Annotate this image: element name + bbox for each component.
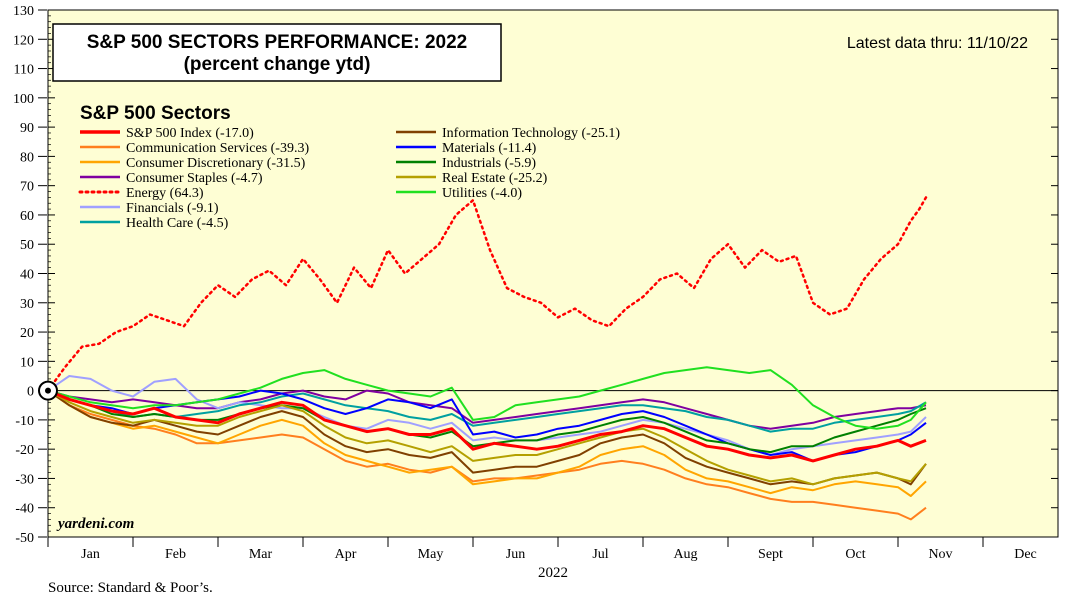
y-tick-label: -10 bbox=[15, 414, 34, 429]
legend-label-8: Materials (-11.4) bbox=[442, 141, 537, 156]
chart-title: S&P 500 SECTORS PERFORMANCE: 2022 bbox=[87, 32, 467, 53]
y-tick-label: 20 bbox=[20, 326, 34, 341]
y-tick-label: -40 bbox=[15, 502, 34, 517]
chart-subtitle: (percent change ytd) bbox=[184, 54, 371, 75]
series-line-1 bbox=[47, 389, 927, 521]
x-axis-year-label: 2022 bbox=[538, 565, 568, 581]
series-lines bbox=[46, 196, 928, 521]
x-tick-label: Nov bbox=[928, 547, 952, 562]
x-tick-label: Jan bbox=[81, 547, 100, 562]
y-tick-label: 50 bbox=[20, 238, 34, 253]
legend: S&P 500 Index (-17.0)Communication Servi… bbox=[78, 126, 620, 231]
series-line-6 bbox=[47, 389, 927, 433]
series-line-11 bbox=[47, 366, 927, 430]
y-tick-label: 40 bbox=[20, 268, 34, 283]
legend-label-3: Consumer Staples (-4.7) bbox=[126, 171, 263, 186]
y-tick-label: 110 bbox=[14, 63, 34, 78]
series-line-0 bbox=[47, 389, 927, 463]
y-tick-label: 30 bbox=[20, 297, 34, 312]
legend-label-0: S&P 500 Index (-17.0) bbox=[126, 126, 254, 141]
watermark: yardeni.com bbox=[56, 516, 134, 532]
y-tick-label: -30 bbox=[15, 472, 34, 487]
series-line-3 bbox=[47, 389, 927, 430]
y-axis: -50 -40 -30 -20 -10 0 10 20 30 40 50 60 70 80 90 100 110… bbox=[13, 4, 1058, 546]
legend-label-9: Industrials (-5.9) bbox=[442, 156, 536, 171]
legend-label-7: Information Technology (-25.1) bbox=[442, 126, 620, 141]
x-tick-label: Jul bbox=[592, 547, 608, 562]
plot-background bbox=[47, 9, 1059, 538]
legend-label-11: Utilities (-4.0) bbox=[442, 186, 522, 201]
x-tick-label: Aug bbox=[673, 547, 697, 562]
legend-label-4: Energy (64.3) bbox=[126, 186, 204, 201]
x-tick-label: Feb bbox=[165, 547, 186, 562]
series-line-7 bbox=[47, 389, 927, 486]
y-tick-label: 10 bbox=[20, 355, 34, 370]
legend-label-5: Financials (-9.1) bbox=[126, 201, 219, 216]
title-box bbox=[52, 23, 502, 82]
y-tick-label: 0 bbox=[27, 385, 34, 400]
x-tick-label: Dec bbox=[1014, 547, 1037, 562]
y-tick-label: 70 bbox=[20, 180, 34, 195]
latest-data-note: Latest data thru: 11/10/22 bbox=[847, 35, 1028, 52]
x-tick-label: Jun bbox=[506, 547, 525, 562]
y-tick-label: -50 bbox=[15, 531, 34, 546]
origin-marker-dot bbox=[45, 387, 51, 394]
legend-label-6: Health Care (-4.5) bbox=[126, 216, 229, 231]
x-axis: Jan Feb Mar Apr May Jun Jul Aug Sept Oct Nov Dec bbox=[47, 537, 1037, 562]
x-tick-label: Oct bbox=[845, 547, 865, 562]
y-tick-label: 130 bbox=[13, 4, 34, 19]
y-tick-label: 100 bbox=[13, 92, 34, 107]
source-note: Source: Standard & Poor’s. bbox=[48, 580, 213, 596]
y-tick-label: 80 bbox=[20, 150, 34, 165]
legend-label-10: Real Estate (-25.2) bbox=[442, 171, 548, 186]
x-tick-label: Apr bbox=[335, 547, 357, 562]
x-tick-label: Mar bbox=[249, 547, 273, 562]
series-line-10 bbox=[47, 389, 927, 486]
x-tick-label: Sept bbox=[758, 547, 783, 562]
legend-label-2: Consumer Discretionary (-31.5) bbox=[126, 156, 306, 171]
legend-title: S&P 500 Sectors bbox=[80, 103, 231, 124]
series-line-2 bbox=[47, 389, 927, 497]
x-tick-label: May bbox=[418, 547, 444, 562]
y-tick-label: 120 bbox=[13, 33, 34, 48]
y-tick-label: 60 bbox=[20, 209, 34, 224]
series-line-4 bbox=[46, 196, 928, 392]
series-line-5 bbox=[47, 375, 927, 456]
y-tick-label: 90 bbox=[20, 121, 34, 136]
y-tick-label: -20 bbox=[15, 443, 34, 458]
legend-label-1: Communication Services (-39.3) bbox=[126, 141, 309, 156]
